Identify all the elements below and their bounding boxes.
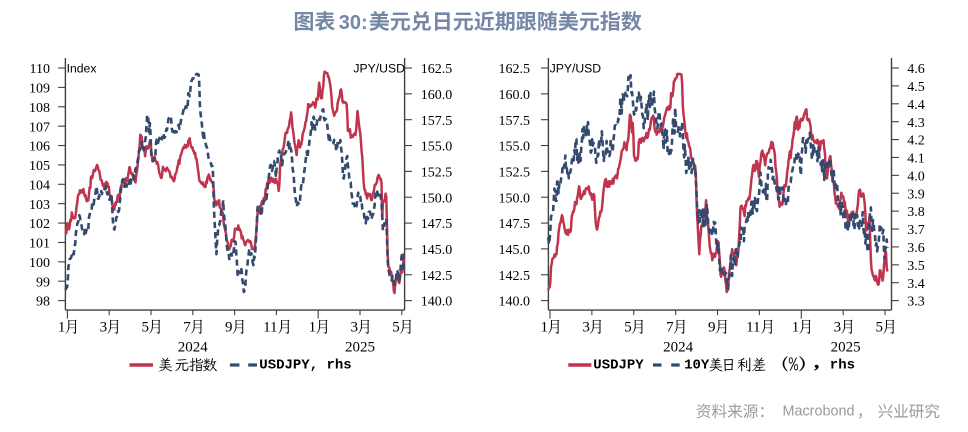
svg-text:3: 3 (100, 320, 108, 336)
svg-text:162.5: 162.5 (499, 62, 531, 77)
svg-text:160.0: 160.0 (499, 88, 531, 103)
svg-text:157.5: 157.5 (421, 114, 453, 129)
svg-text:3: 3 (582, 320, 590, 336)
svg-text:11: 11 (263, 320, 277, 336)
svg-text:106: 106 (29, 140, 50, 155)
svg-text:2025: 2025 (831, 340, 861, 356)
svg-text:3.9: 3.9 (907, 187, 925, 202)
svg-text:3: 3 (350, 320, 358, 336)
svg-text:101: 101 (29, 237, 50, 252)
svg-text:Macrobond: Macrobond (783, 404, 855, 420)
svg-text:USDJPY, rhs: USDJPY, rhs (259, 358, 351, 374)
svg-text:140.0: 140.0 (421, 295, 453, 310)
svg-text:140.0: 140.0 (499, 295, 531, 310)
svg-text:4.4: 4.4 (907, 98, 925, 113)
svg-text:108: 108 (29, 101, 50, 116)
svg-text:3.6: 3.6 (907, 241, 925, 256)
svg-text:4.5: 4.5 (907, 80, 925, 95)
svg-text:4.0: 4.0 (907, 169, 925, 184)
svg-text:5: 5 (875, 320, 883, 336)
svg-text:1: 1 (58, 320, 66, 336)
svg-text:9: 9 (225, 320, 233, 336)
svg-text:1: 1 (540, 320, 548, 336)
svg-text:105: 105 (29, 159, 50, 174)
svg-text:3.4: 3.4 (907, 277, 925, 292)
svg-text:10Y: 10Y (684, 358, 710, 374)
svg-text:150.0: 150.0 (499, 191, 531, 206)
svg-text:145.0: 145.0 (421, 243, 453, 258)
svg-text:2025: 2025 (345, 340, 375, 356)
svg-text:157.5: 157.5 (499, 114, 531, 129)
svg-text:147.5: 147.5 (499, 217, 531, 232)
svg-text:155.0: 155.0 (499, 140, 531, 155)
svg-text:USDJPY: USDJPY (593, 358, 644, 374)
svg-text:Index: Index (67, 61, 97, 75)
svg-text:5: 5 (141, 320, 149, 336)
svg-text:142.5: 142.5 (421, 269, 453, 284)
svg-text:109: 109 (29, 81, 50, 96)
svg-text:JPY/USD: JPY/USD (353, 61, 405, 75)
svg-text:98: 98 (36, 295, 50, 310)
svg-text:4.1: 4.1 (907, 152, 925, 167)
svg-text:102: 102 (29, 217, 50, 232)
svg-text:5: 5 (392, 320, 400, 336)
svg-text:4.3: 4.3 (907, 116, 925, 131)
svg-text:3.5: 3.5 (907, 259, 925, 274)
svg-text:147.5: 147.5 (421, 217, 453, 232)
svg-text:4.2: 4.2 (907, 134, 925, 149)
svg-text:3: 3 (834, 320, 842, 336)
svg-text:7: 7 (183, 320, 191, 336)
svg-text:3.7: 3.7 (907, 223, 925, 238)
svg-text:150.0: 150.0 (421, 191, 453, 206)
svg-text:9: 9 (708, 320, 716, 336)
svg-text:155.0: 155.0 (421, 140, 453, 155)
svg-text:100: 100 (29, 256, 50, 271)
svg-text:4.6: 4.6 (907, 62, 925, 77)
svg-text:152.5: 152.5 (421, 165, 453, 180)
svg-text:142.5: 142.5 (499, 269, 531, 284)
svg-text:152.5: 152.5 (499, 165, 531, 180)
svg-text:160.0: 160.0 (421, 88, 453, 103)
svg-text:JPY/USD: JPY/USD (550, 61, 602, 75)
svg-text:rhs: rhs (830, 358, 855, 374)
svg-text:103: 103 (29, 198, 50, 213)
svg-text:5: 5 (624, 320, 632, 336)
svg-text:3.8: 3.8 (907, 205, 925, 220)
svg-text:110: 110 (30, 62, 50, 77)
svg-text:162.5: 162.5 (421, 62, 453, 77)
svg-text:1: 1 (792, 320, 800, 336)
svg-text:99: 99 (36, 275, 50, 290)
svg-text:7: 7 (666, 320, 674, 336)
svg-text:107: 107 (29, 120, 50, 135)
svg-text:11: 11 (746, 320, 760, 336)
svg-text:104: 104 (29, 178, 50, 193)
svg-text:3.3: 3.3 (907, 295, 925, 310)
svg-text:30:: 30: (339, 12, 368, 34)
svg-text:1: 1 (309, 320, 317, 336)
svg-text:2024: 2024 (178, 340, 209, 356)
svg-text:145.0: 145.0 (499, 243, 531, 258)
svg-text:2024: 2024 (663, 340, 694, 356)
